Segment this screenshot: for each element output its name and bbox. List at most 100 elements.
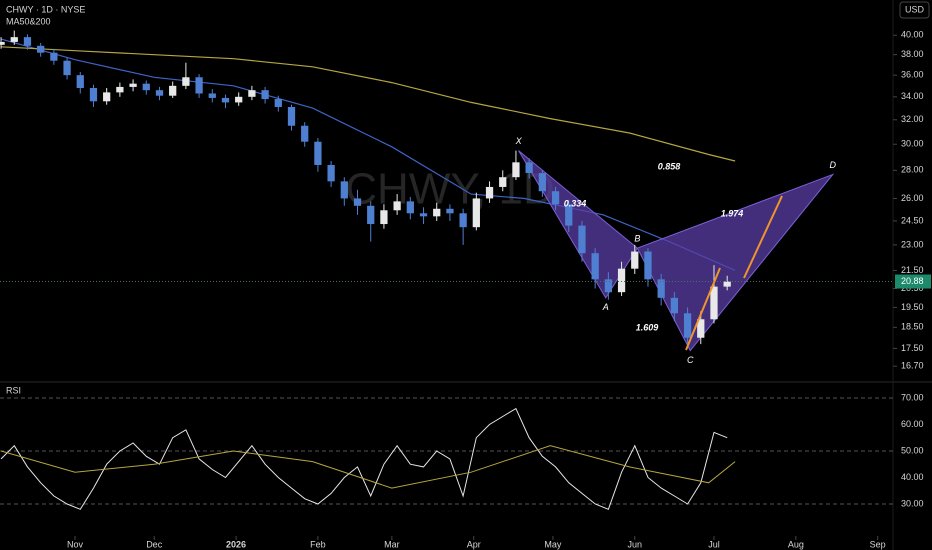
candle-body <box>499 177 507 187</box>
candle-body <box>353 198 362 206</box>
candle-body <box>710 286 718 320</box>
candle-body <box>644 251 652 280</box>
candle-body <box>89 88 98 102</box>
y-tick-label: 23.00 <box>901 239 924 249</box>
candle-body <box>0 41 5 45</box>
ratio-label: 1.974 <box>721 208 744 218</box>
rsi-title: RSI <box>6 385 21 395</box>
y-tick-label: 38.00 <box>901 49 924 59</box>
moving-average <box>1 46 736 162</box>
x-tick-label: Sep <box>870 539 886 549</box>
y-tick-label: 32.00 <box>901 114 924 124</box>
candle-body <box>591 253 599 280</box>
rsi-average <box>0 445 736 489</box>
candle-body <box>631 251 639 269</box>
candle-body <box>37 45 45 53</box>
candle-body <box>604 279 612 293</box>
last-price-label: 20.88 <box>901 276 924 286</box>
candle-body <box>155 90 164 96</box>
candle-body <box>617 268 626 293</box>
candle-body <box>406 201 414 214</box>
x-tick-label: Apr <box>467 539 481 549</box>
y-tick-label: 70.00 <box>901 392 924 402</box>
candle-body <box>670 297 679 314</box>
x-tick-label: Feb <box>310 539 326 549</box>
indicator-label: MA50&200 <box>6 16 51 26</box>
y-tick-label: 34.00 <box>901 91 924 101</box>
candle-body <box>697 319 705 338</box>
candle-body <box>433 208 441 217</box>
x-tick-label: Mar <box>384 539 400 549</box>
candle-body <box>380 210 388 225</box>
pattern-point-label: B <box>634 234 640 244</box>
y-tick-label: 16.70 <box>901 361 924 371</box>
candle-body <box>485 186 494 199</box>
candle-body <box>169 85 177 96</box>
candle-body <box>723 281 731 287</box>
candle-body <box>76 75 84 89</box>
y-tick-label: 50.00 <box>901 445 924 455</box>
candle-body <box>235 96 243 103</box>
currency-label[interactable]: USD <box>905 4 925 14</box>
candle-body <box>340 181 348 199</box>
candle-body <box>208 93 216 98</box>
y-tick-label: 60.00 <box>901 419 924 429</box>
candle-body <box>129 83 137 87</box>
y-tick-label: 19.50 <box>901 302 924 312</box>
candle-body <box>274 99 282 107</box>
x-tick-label: May <box>544 539 562 549</box>
pattern-point-label: D <box>830 160 837 170</box>
x-tick-label: Jul <box>708 539 720 549</box>
candle-body <box>287 106 296 126</box>
candle-body <box>367 205 375 225</box>
rsi-line <box>0 407 728 510</box>
candle-body <box>314 141 322 165</box>
x-tick-label: 2026 <box>226 539 246 549</box>
y-tick-label: 30.00 <box>901 139 924 149</box>
ratio-label: 0.858 <box>658 161 681 171</box>
x-tick-label: Dec <box>146 539 163 549</box>
pattern-point-label: A <box>602 302 609 312</box>
pattern-point-label: C <box>687 355 694 365</box>
moving-average <box>0 38 736 271</box>
candle-body <box>446 208 454 214</box>
y-tick-label: 24.50 <box>901 215 924 225</box>
last-price-box <box>895 274 931 289</box>
projection-line <box>685 267 721 351</box>
candle-body <box>23 37 32 46</box>
candle-body <box>459 213 467 228</box>
chart-title: CHWY · 1D · NYSE <box>6 4 85 14</box>
projection-line <box>743 195 783 279</box>
y-tick-label: 26.00 <box>901 193 924 203</box>
y-tick-label: 36.00 <box>901 70 924 80</box>
harmonic-wing <box>636 173 835 352</box>
ratio-label: 0.334 <box>564 198 587 208</box>
y-tick-label: 28.00 <box>901 165 924 175</box>
x-tick-label: Jun <box>628 539 643 549</box>
candle-body <box>182 77 190 86</box>
candle-body <box>551 191 560 205</box>
x-tick-label: Aug <box>788 539 804 549</box>
candle-body <box>578 225 586 254</box>
candle-body <box>472 198 480 228</box>
candle-body <box>657 279 665 298</box>
x-tick-label: Nov <box>67 539 84 549</box>
y-tick-label: 40.00 <box>901 472 924 482</box>
candle-body <box>261 90 269 100</box>
ratio-label: 1.609 <box>636 322 659 332</box>
candle-body <box>525 162 533 174</box>
y-tick-label: 40.00 <box>901 30 924 40</box>
candle-body <box>195 77 203 94</box>
candle-body <box>248 90 256 97</box>
candle-body <box>512 162 520 178</box>
pattern-point-label: X <box>515 136 523 146</box>
candle-body <box>393 201 401 211</box>
y-tick-label: 21.50 <box>901 265 924 275</box>
candle-body <box>221 97 230 103</box>
candle-body <box>683 313 692 338</box>
currency-button[interactable] <box>899 1 930 19</box>
candle-body <box>419 213 428 217</box>
candle-body <box>327 164 335 182</box>
y-tick-label: 17.50 <box>901 343 924 353</box>
